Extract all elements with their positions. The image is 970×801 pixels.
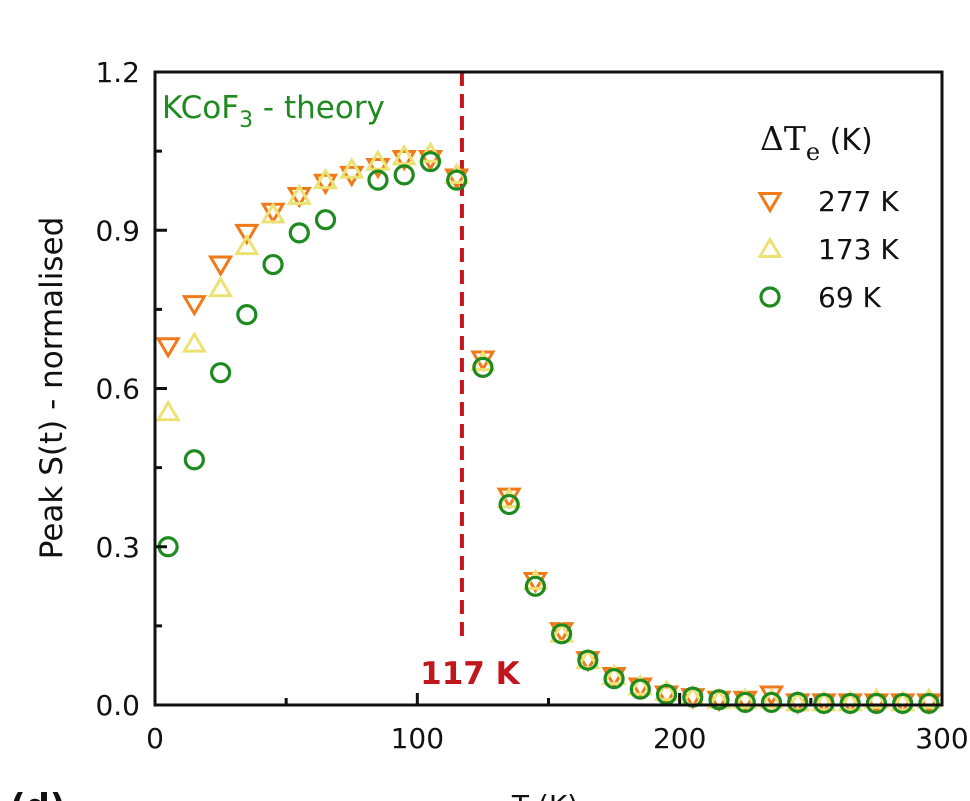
data-point-series-2 <box>209 362 232 384</box>
data-point-series-1 <box>391 143 417 166</box>
legend-entries: 277 K 173 K 69 K <box>757 185 899 314</box>
data-point-series-0 <box>234 223 260 246</box>
data-point-series-2 <box>183 449 205 471</box>
data-point-series-1 <box>863 687 890 709</box>
data-point-series-1 <box>627 674 653 696</box>
transition-label: 117 K <box>420 656 521 692</box>
data-point-series-1 <box>339 157 365 179</box>
data-point-series-2 <box>787 691 809 713</box>
data-point-series-1 <box>312 167 339 190</box>
data-point-series-1 <box>260 201 286 224</box>
x-tick-label: 100 <box>391 722 444 755</box>
data-point-series-2 <box>918 692 940 715</box>
data-point-series-0 <box>181 295 207 317</box>
data-point-series-2 <box>734 691 756 713</box>
panel-label: (d) <box>10 787 65 801</box>
legend-label-2: 69 K <box>818 281 882 314</box>
annotation-tail: - theory <box>253 90 385 126</box>
data-point-series-1 <box>890 689 916 712</box>
data-point-series-2 <box>314 209 337 231</box>
data-point-series-2 <box>629 678 651 700</box>
data-point-series-2 <box>498 493 520 516</box>
x-tick-label: 200 <box>653 722 706 755</box>
annotation-subscript: 3 <box>239 108 253 133</box>
data-point-series-2 <box>262 253 284 276</box>
data-point-series-2 <box>760 691 783 713</box>
data-point-series-1 <box>732 687 758 709</box>
axis-ticks <box>153 70 944 707</box>
data-point-series-0 <box>312 173 339 196</box>
theory-annotation: KCoF3 - theory <box>162 90 385 133</box>
annotation-main: KCoF <box>162 90 239 126</box>
y-axis-label: Peak S(t) - normalised <box>34 217 70 560</box>
data-point-series-1 <box>207 275 234 298</box>
data-point-series-1 <box>234 233 260 256</box>
data-point-series-2 <box>577 649 599 671</box>
data-point-series-1 <box>181 331 207 353</box>
legend-marker-0 <box>757 192 783 214</box>
data-point-series-2 <box>603 668 625 690</box>
x-tick-label: 0 <box>146 722 164 755</box>
data-point-series-2 <box>367 169 389 191</box>
data-point-series-2 <box>551 623 573 645</box>
transition-label-background <box>406 648 533 694</box>
legend-title: ΔTe (K) <box>760 119 873 166</box>
data-point-series-0 <box>391 150 417 172</box>
x-axis-label: T (K) <box>511 789 578 801</box>
data-point-series-2 <box>472 356 494 378</box>
data-point-series-2 <box>839 692 861 715</box>
data-point-series-1 <box>837 689 863 712</box>
data-point-series-1 <box>758 687 785 709</box>
data-point-series-2 <box>865 692 888 715</box>
data-point-series-2 <box>236 304 258 326</box>
data-point-series-0 <box>207 255 234 277</box>
data-points <box>155 141 942 715</box>
data-point-series-1 <box>286 183 312 205</box>
y-tick-label: 0.9 <box>95 214 140 247</box>
data-point-series-2 <box>524 575 546 597</box>
legend-label-0: 277 K <box>818 185 899 218</box>
legend-label-1: 173 K <box>818 233 899 266</box>
data-point-series-2 <box>288 222 310 244</box>
x-tick-label: 300 <box>915 722 968 755</box>
y-tick-label: 1.2 <box>95 56 140 89</box>
data-point-series-2 <box>419 151 442 173</box>
data-point-series-1 <box>601 663 627 685</box>
legend-title-tail: (K) <box>820 123 873 158</box>
x-tick-labels: 0 100 200 300 <box>146 722 969 755</box>
data-point-series-1 <box>653 679 680 701</box>
data-point-series-2 <box>446 169 468 191</box>
data-point-series-1 <box>811 689 837 712</box>
legend-title-main: ΔT <box>760 119 806 158</box>
plot-frame <box>153 70 944 707</box>
data-point-series-1 <box>365 149 391 171</box>
data-point-series-2 <box>813 692 835 715</box>
data-point-series-0 <box>155 337 181 359</box>
data-point-series-1 <box>916 687 942 709</box>
y-tick-label: 0.0 <box>95 689 140 722</box>
legend-marker-2 <box>759 286 781 308</box>
y-tick-label: 0.3 <box>95 531 140 564</box>
data-point-series-2 <box>892 692 914 715</box>
legend: ΔTe (K) 277 K 173 K 69 K <box>757 119 899 314</box>
data-point-series-2 <box>708 689 730 711</box>
y-tick-labels: 0.0 0.3 0.6 0.9 1.2 <box>95 56 140 722</box>
y-tick-label: 0.6 <box>95 373 140 406</box>
legend-title-subscript: e <box>806 138 820 166</box>
data-point-series-2 <box>393 164 415 186</box>
legend-marker-1 <box>757 236 783 258</box>
data-point-series-1 <box>155 399 181 422</box>
data-point-series-2 <box>655 683 678 706</box>
